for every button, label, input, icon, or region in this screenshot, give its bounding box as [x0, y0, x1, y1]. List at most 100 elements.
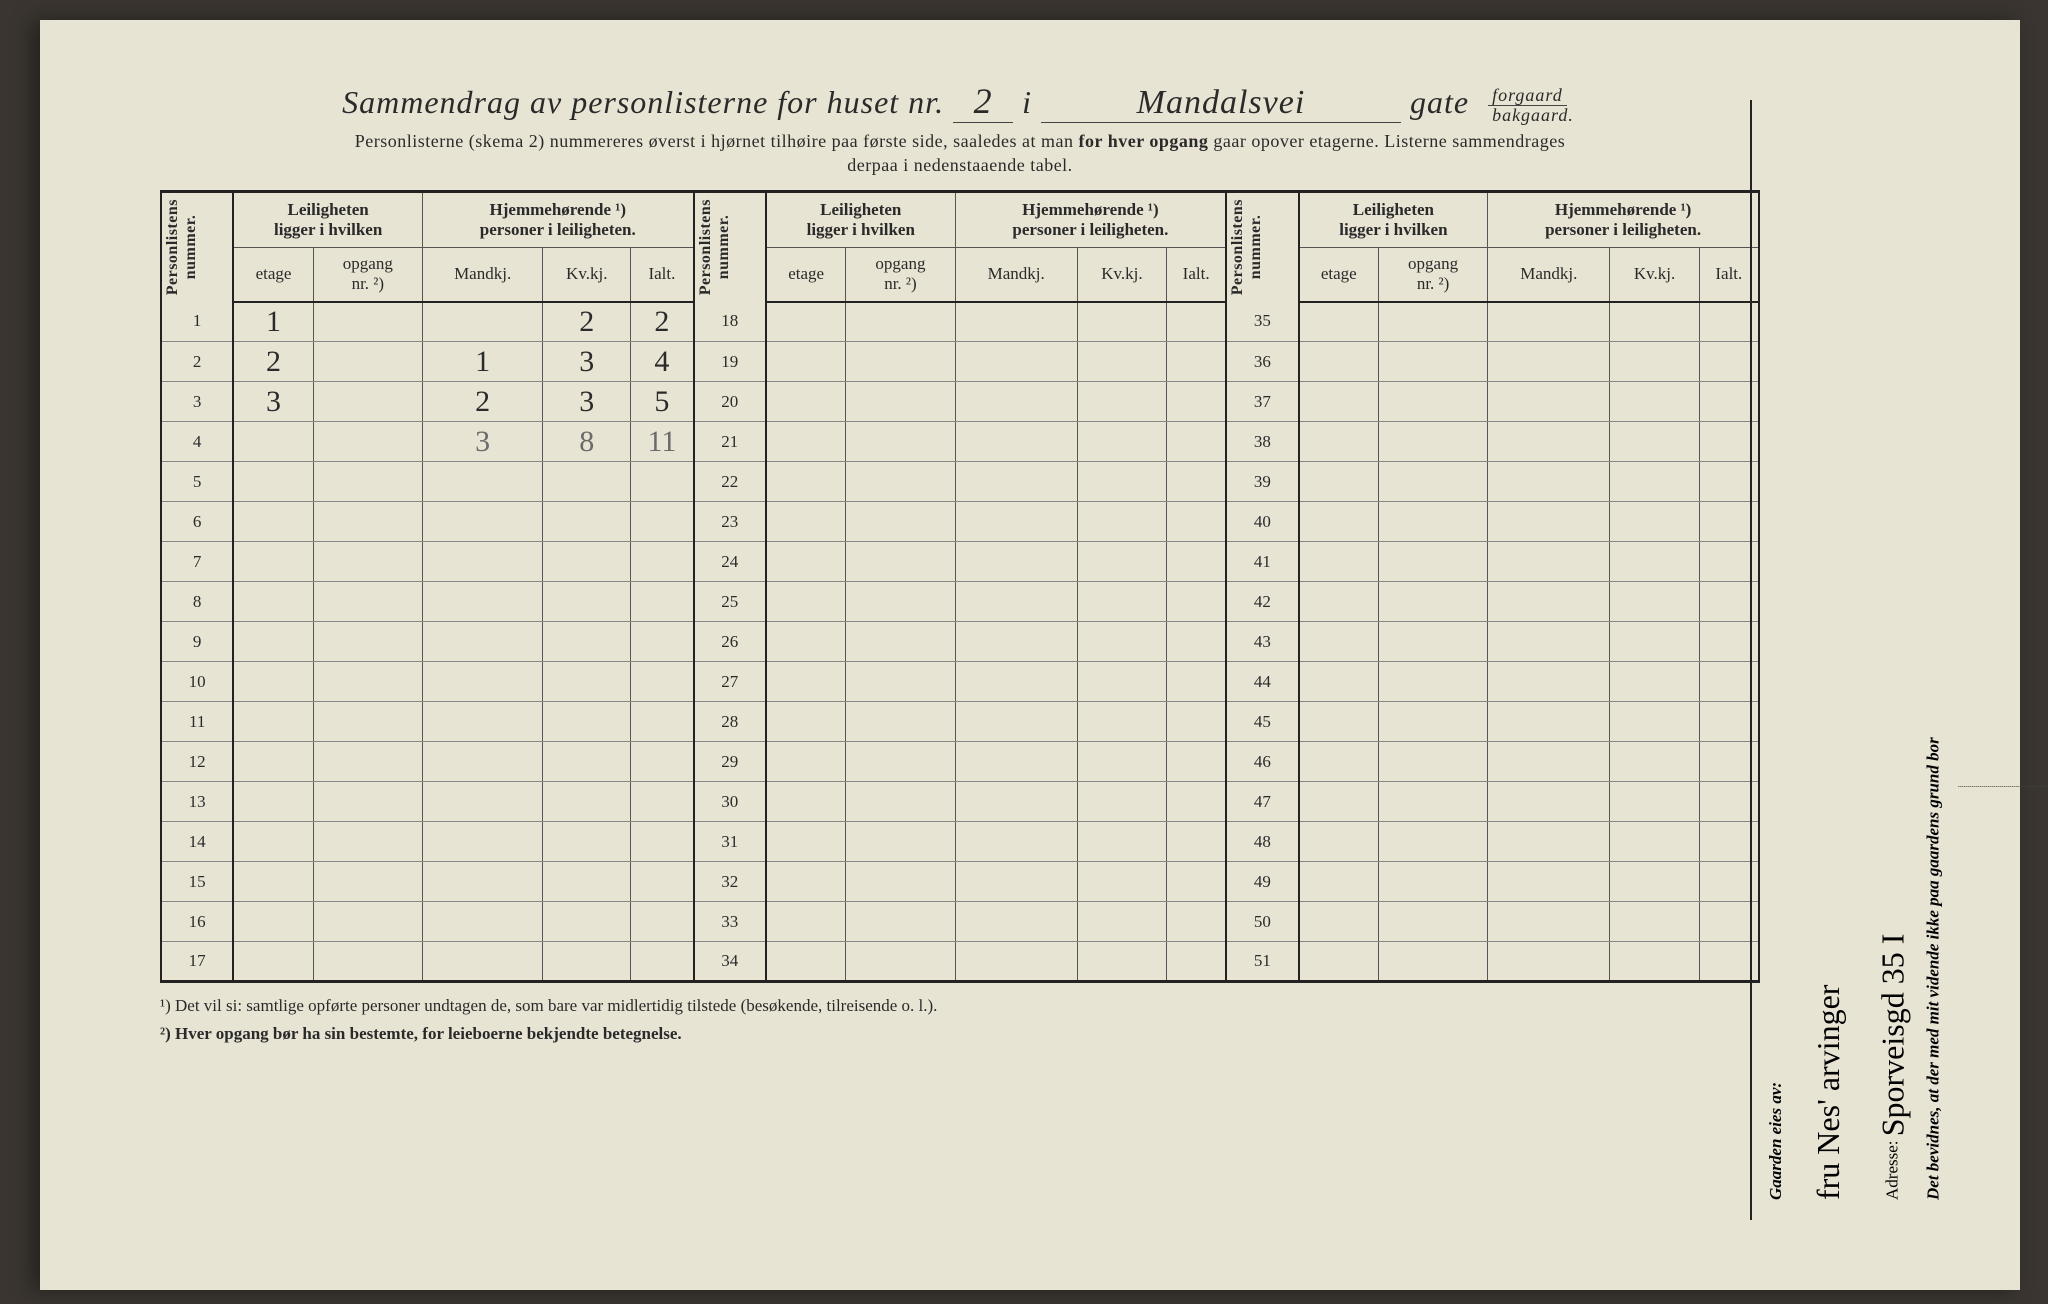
cell-mandkj — [1488, 382, 1610, 422]
cell-ialt — [1167, 902, 1227, 942]
col-mandkj-2: Mandkj. — [955, 247, 1077, 302]
cell-kvkj: 8 — [543, 422, 631, 462]
table-row: 221341936 — [161, 342, 1759, 382]
cell-opgang — [846, 342, 955, 382]
cell-opgang — [313, 662, 422, 702]
cell-opgang — [1378, 942, 1487, 982]
cell-mandkj — [422, 582, 542, 622]
table-row: 82542 — [161, 582, 1759, 622]
cell-etage — [1299, 582, 1379, 622]
cell-opgang — [846, 622, 955, 662]
handwritten-value: 1 — [266, 305, 281, 338]
cell-ialt — [1167, 422, 1227, 462]
cell-ialt — [631, 662, 694, 702]
cell-kvkj — [1077, 542, 1166, 582]
cell-etage — [766, 782, 846, 822]
bakgaard: bakgaard. — [1488, 105, 1578, 125]
table-row: 11221835 — [161, 302, 1759, 342]
row-number: 37 — [1226, 382, 1298, 422]
cell-opgang — [313, 422, 422, 462]
cell-kvkj — [1077, 902, 1166, 942]
cell-mandkj — [1488, 582, 1610, 622]
handwritten-value: 11 — [647, 425, 676, 458]
row-number: 31 — [694, 822, 766, 862]
cell-etage — [233, 702, 313, 742]
cell-ialt — [1167, 782, 1227, 822]
title-pre: Sammendrag av personlisterne for huset n… — [342, 84, 944, 120]
cell-opgang — [1378, 702, 1487, 742]
cell-kvkj — [543, 702, 631, 742]
cell-kvkj — [1610, 502, 1699, 542]
cell-mandkj — [422, 782, 542, 822]
cell-etage — [766, 342, 846, 382]
cell-opgang — [313, 342, 422, 382]
cell-kvkj — [1077, 862, 1166, 902]
handwritten-value: 1 — [475, 345, 490, 378]
cell-etage — [233, 782, 313, 822]
table-row: 52239 — [161, 462, 1759, 502]
cell-etage — [766, 502, 846, 542]
row-number: 11 — [161, 702, 233, 742]
cell-kvkj — [1610, 822, 1699, 862]
summary-table: Personlistensnummer. Leilighetenligger i… — [160, 190, 1760, 983]
cell-mandkj — [1488, 342, 1610, 382]
cell-mandkj — [422, 702, 542, 742]
cell-etage — [233, 742, 313, 782]
cell-kvkj: 3 — [543, 342, 631, 382]
col-opgang-2: opgangnr. ²) — [846, 247, 955, 302]
handwritten-value: 3 — [475, 425, 490, 458]
cell-kvkj — [543, 862, 631, 902]
handwritten-value: 3 — [579, 385, 594, 418]
cell-ialt: 2 — [631, 302, 694, 342]
row-number: 39 — [1226, 462, 1298, 502]
cell-ialt — [1167, 822, 1227, 862]
title-post: gate — [1410, 84, 1469, 120]
cell-opgang — [1378, 622, 1487, 662]
row-number: 45 — [1226, 702, 1298, 742]
cell-etage — [1299, 942, 1379, 982]
cell-ialt — [1167, 502, 1227, 542]
cell-ialt — [1167, 862, 1227, 902]
cell-etage — [1299, 742, 1379, 782]
cell-opgang — [1378, 302, 1487, 342]
cell-opgang — [846, 942, 955, 982]
table-row: 332352037 — [161, 382, 1759, 422]
cell-ialt — [1167, 662, 1227, 702]
cell-kvkj — [543, 542, 631, 582]
cell-ialt: 5 — [631, 382, 694, 422]
table-row: 173451 — [161, 942, 1759, 982]
table-row: 72441 — [161, 542, 1759, 582]
table-head: Personlistensnummer. Leilighetenligger i… — [161, 192, 1759, 302]
cell-etage — [766, 702, 846, 742]
cell-mandkj — [1488, 902, 1610, 942]
row-number: 48 — [1226, 822, 1298, 862]
sub1-a: Personlisterne (skema 2) nummereres øver… — [355, 131, 1079, 151]
cell-kvkj — [1077, 422, 1166, 462]
cell-opgang — [846, 742, 955, 782]
cell-mandkj — [955, 622, 1077, 662]
row-number: 47 — [1226, 782, 1298, 822]
cell-opgang — [1378, 742, 1487, 782]
cell-mandkj — [422, 662, 542, 702]
cell-opgang — [1378, 662, 1487, 702]
cell-kvkj — [1610, 542, 1699, 582]
cell-opgang — [846, 782, 955, 822]
cell-mandkj — [955, 822, 1077, 862]
cell-kvkj — [543, 622, 631, 662]
cell-etage — [233, 542, 313, 582]
cell-etage — [1299, 622, 1379, 662]
gaarden-eies-label: Gaarden eies av: — [1762, 120, 1791, 1200]
cell-mandkj — [1488, 942, 1610, 982]
cell-kvkj: 3 — [543, 382, 631, 422]
footnotes: ¹) Det vil si: samtlige opførte personer… — [160, 993, 1760, 1046]
cell-mandkj — [955, 582, 1077, 622]
adresse2-value: Sporveisgd 35 I — [1874, 934, 1910, 1137]
cell-ialt — [631, 902, 694, 942]
cell-ialt — [1167, 462, 1227, 502]
cell-kvkj — [1077, 502, 1166, 542]
cell-opgang — [846, 542, 955, 582]
handwritten-value: 2 — [654, 305, 669, 338]
cell-mandkj — [955, 462, 1077, 502]
cell-etage — [1299, 902, 1379, 942]
cell-ialt — [631, 582, 694, 622]
